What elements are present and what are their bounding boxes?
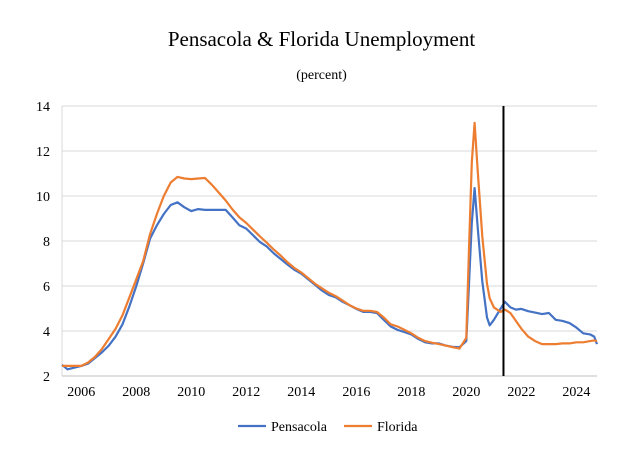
y-tick-label: 10 <box>36 190 50 205</box>
x-tick-label: 2022 <box>507 385 535 400</box>
legend-label-florida: Florida <box>377 420 418 435</box>
y-tick-label: 4 <box>43 325 50 340</box>
x-tick-label: 2018 <box>397 385 425 400</box>
y-tick-label: 8 <box>43 235 50 250</box>
y-tick-label: 12 <box>36 145 50 160</box>
x-tick-label: 2024 <box>562 385 590 400</box>
legend-label-pensacola: Pensacola <box>271 420 328 435</box>
grid-layer <box>61 105 597 377</box>
x-tick-label: 2014 <box>287 385 315 400</box>
y-tick-label: 2 <box>43 370 50 385</box>
x-tick-label: 2012 <box>232 385 260 400</box>
chart-subtitle: (percent) <box>296 68 347 83</box>
legend: Pensacola Florida <box>238 420 418 435</box>
x-tick-label: 2020 <box>452 385 480 400</box>
x-tick-label: 2006 <box>67 385 95 400</box>
series-line-florida <box>62 121 598 367</box>
x-tick-label: 2010 <box>177 385 205 400</box>
x-tick-label: 2016 <box>342 385 370 400</box>
x-tick-label: 2008 <box>122 385 150 400</box>
chart-title: Pensacola & Florida Unemployment <box>167 27 476 51</box>
series-line-pensacola <box>61 187 599 371</box>
axis-layer: 2 4 6 8 10 12 14 2006 2008 2010 2012 2014 2016 2018 20… <box>36 100 597 400</box>
series-layer <box>61 106 599 376</box>
y-tick-label: 6 <box>43 280 50 295</box>
y-tick-label: 14 <box>36 100 50 115</box>
